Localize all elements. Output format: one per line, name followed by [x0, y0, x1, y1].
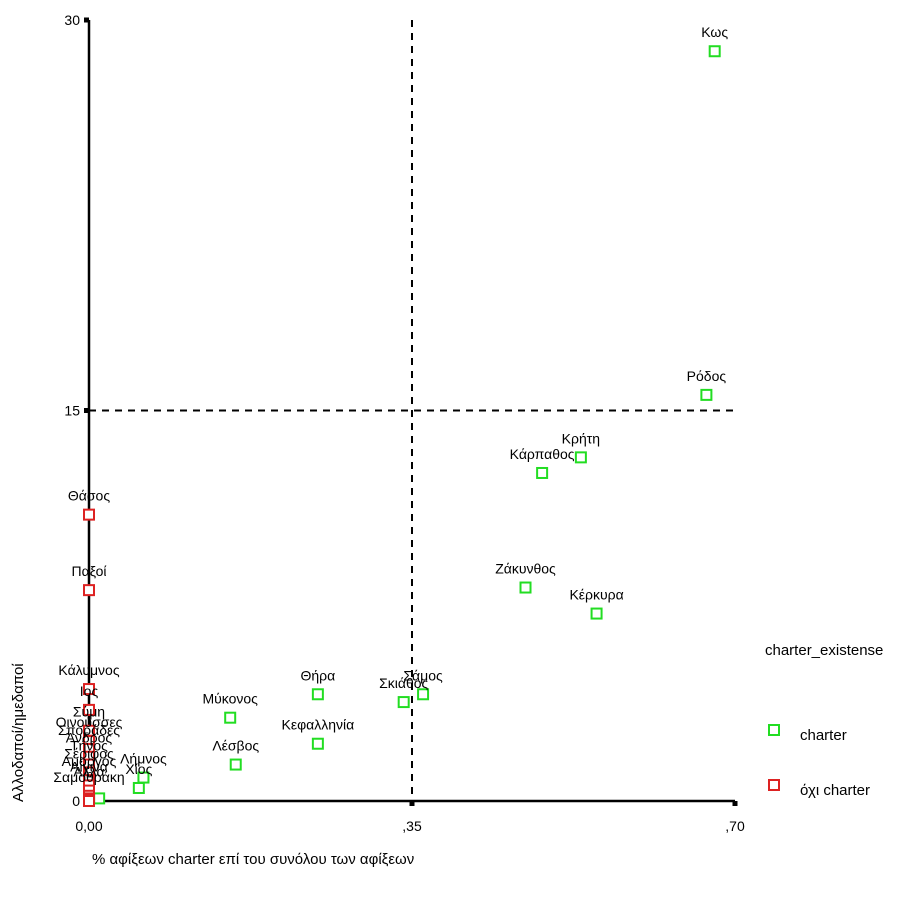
- point-label-s0-5: Κέρκυρα: [569, 587, 623, 603]
- data-point-s0-11: [229, 758, 242, 771]
- point-label-s0-7: Σκιάθος: [379, 675, 428, 691]
- data-point-s0-14: [93, 792, 106, 805]
- data-points: [83, 45, 721, 807]
- y-tick-label-1: 15: [64, 403, 80, 419]
- point-label-s1-5: Οινούσσες: [56, 714, 123, 730]
- point-label-s0-11: Λέσβος: [212, 738, 259, 754]
- data-point-s0-13: [132, 781, 145, 794]
- legend-item-no-charter: όχι charter: [800, 782, 870, 799]
- point-label-s1-11: Αίγινα: [70, 758, 108, 774]
- point-label-s0-2: Κρήτη: [562, 430, 600, 446]
- legend-marker-charter: [768, 724, 780, 736]
- data-point-s1-0: [83, 508, 95, 521]
- point-label-s1-3: Ιος: [80, 683, 99, 699]
- data-point-s1-1: [83, 584, 95, 597]
- legend-title: charter_existense: [765, 642, 883, 659]
- x-axis-title: % αφίξεων charter επί του συνόλου των αφ…: [92, 851, 414, 868]
- point-label-s0-8: Θήρα: [301, 667, 336, 683]
- x-tick-label-2: ,70: [725, 818, 745, 834]
- point-label-s0-9: Κεφαλληνία: [281, 717, 354, 733]
- y-tick-label-0: 0: [72, 793, 80, 809]
- y-tick-mark-1: [84, 408, 89, 413]
- data-point-s0-8: [311, 688, 324, 701]
- legend: charter_existense charter όχι charter: [765, 642, 883, 799]
- point-label-s0-1: Ρόδος: [687, 368, 727, 384]
- point-label-s1-7: Άνδρος: [66, 730, 113, 746]
- point-label-s1-10: Αμοργός: [62, 753, 117, 769]
- point-label-s0-6: Σάμος: [403, 667, 443, 683]
- y-tick-label-2: 30: [64, 12, 80, 28]
- point-label-s0-12: Λήμνος: [120, 751, 167, 767]
- data-point-s0-0: [708, 45, 721, 58]
- legend-item-charter: charter: [800, 727, 847, 744]
- data-point-s0-9: [311, 737, 324, 750]
- point-label-s1-9: Σέριφος: [64, 745, 114, 761]
- point-label-s1-6: Σποράδες: [58, 722, 120, 738]
- point-label-s1-4: Σύμη: [73, 704, 105, 720]
- data-point-s0-2: [574, 451, 587, 464]
- point-label-s0-10: Μύκονος: [202, 691, 258, 707]
- point-label-s1-13: Σαμοθράκη: [53, 769, 124, 785]
- point-label-s1-1: Παξοί: [72, 563, 107, 579]
- x-tick-label-1: ,35: [402, 818, 422, 834]
- x-tick-mark-1: [409, 801, 415, 806]
- point-label-s0-3: Κάρπαθος: [510, 446, 575, 462]
- point-label-s0-13: Χίος: [125, 761, 152, 777]
- point-label-s0-4: Ζάκυνθος: [495, 561, 556, 577]
- x-tick-label-0: 0,00: [75, 818, 102, 834]
- point-label-s1-2: Κάλυμνος: [58, 662, 119, 678]
- data-point-s0-3: [536, 466, 549, 479]
- data-point-s0-1: [700, 388, 713, 401]
- y-tick-mark-2: [84, 17, 89, 23]
- x-tick-mark-2: [732, 801, 738, 806]
- point-label-s0-0: Κως: [701, 24, 728, 40]
- data-point-s0-7: [397, 696, 410, 709]
- data-point-s1-3: [83, 703, 95, 716]
- y-axis-title: Αλλοδαποί/ημεδαποί: [10, 663, 27, 802]
- data-point-s0-5: [590, 607, 603, 620]
- data-point-s0-10: [224, 711, 237, 724]
- point-label-s1-0: Θάσος: [68, 488, 110, 504]
- legend-marker-no-charter: [768, 779, 780, 791]
- point-label-s1-8: Τήνος: [70, 738, 108, 754]
- data-point-s0-4: [519, 581, 532, 594]
- data-point-s1-16: [83, 795, 95, 807]
- data-point-s1-2: [83, 683, 95, 696]
- point-label-s1-12: Άλλα: [73, 764, 104, 780]
- data-point-s0-6: [417, 688, 430, 701]
- tick-labels: 0 15 30 0,00 ,35 ,70: [64, 12, 745, 834]
- reference-lines: [89, 20, 735, 801]
